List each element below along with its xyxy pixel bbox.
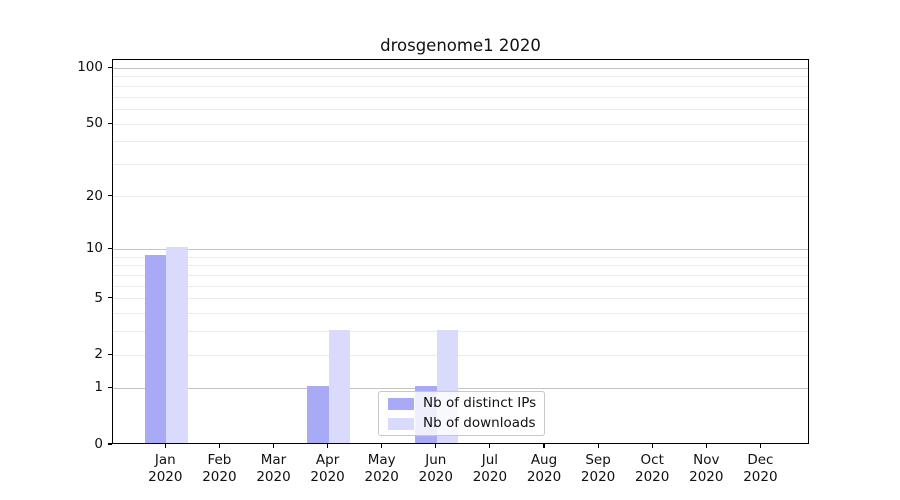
legend-swatch-downloads: [388, 417, 414, 430]
y-tick-label: 50: [85, 115, 103, 132]
x-tick-label: Mar 2020: [256, 452, 291, 485]
y-tick-mark: [108, 122, 112, 124]
y-tick-mark: [108, 443, 112, 445]
x-tick-label: Feb 2020: [202, 452, 237, 485]
x-tick-label: Oct 2020: [635, 452, 670, 485]
legend-entry-downloads: Nb of downloads: [379, 415, 544, 432]
x-tick-label: Sep 2020: [580, 452, 616, 485]
y-tick-mark: [108, 353, 112, 355]
x-tick-mark: [651, 444, 653, 448]
y-tick-label: 10: [85, 240, 103, 257]
gridline-minor: [113, 109, 808, 111]
gridline-minor: [113, 196, 808, 198]
x-tick-label: May 2020: [364, 452, 399, 485]
x-tick-label: Apr 2020: [310, 452, 345, 485]
legend-label-downloads: Nb of downloads: [423, 415, 536, 431]
legend-label-distinct-ips: Nb of distinct IPs: [423, 395, 537, 411]
x-tick-mark: [435, 444, 437, 448]
gridline-minor: [113, 265, 808, 267]
y-tick-mark: [108, 386, 112, 389]
x-tick-mark: [759, 444, 761, 448]
bar-downloads-jan: [166, 247, 188, 443]
bar-ips-apr: [307, 386, 329, 443]
x-tick-label: Dec 2020: [743, 452, 778, 485]
bar-downloads-apr: [328, 329, 351, 443]
y-tick-label: 0: [94, 436, 103, 452]
x-tick-mark: [705, 444, 707, 448]
y-tick-label: 2: [94, 346, 103, 363]
gridline-major: [113, 248, 808, 250]
x-tick-mark: [597, 444, 599, 448]
gridline-minor: [113, 331, 808, 333]
legend-swatch-distinct-ips: [388, 397, 414, 410]
gridline-minor: [113, 298, 808, 300]
gridline-minor: [113, 141, 808, 143]
x-tick-label: Aug 2020: [526, 452, 562, 485]
legend: Nb of distinct IPs Nb of downloads: [378, 391, 545, 436]
x-tick-mark: [327, 444, 329, 448]
gridline-minor: [113, 256, 808, 258]
y-tick-mark: [108, 247, 112, 249]
gridline-major: [113, 387, 808, 389]
gridline-minor: [113, 285, 808, 287]
x-tick-mark: [272, 444, 275, 448]
gridline-major: [113, 67, 808, 69]
gridline-minor: [113, 85, 808, 87]
x-tick-mark: [381, 444, 383, 448]
y-tick-label: 1: [94, 379, 103, 396]
gridline-minor: [113, 96, 808, 98]
y-tick-mark: [108, 297, 112, 299]
gridline-minor: [113, 76, 808, 78]
x-tick-label: Jul 2020: [472, 452, 508, 485]
gridline-minor: [113, 164, 808, 166]
y-tick-label: 20: [85, 187, 103, 204]
y-tick-label: 100: [77, 59, 103, 76]
x-tick-label: Nov 2020: [689, 452, 724, 485]
legend-entry-distinct-ips: Nb of distinct IPs: [379, 395, 544, 412]
y-tick-mark: [108, 194, 112, 197]
x-tick-mark: [218, 444, 220, 448]
y-tick-mark: [108, 66, 112, 69]
gridline-minor: [113, 274, 808, 276]
chart-title: drosgenome1 2020: [380, 36, 541, 55]
x-tick-mark: [543, 444, 545, 448]
y-tick-label: 5: [94, 289, 103, 306]
gridline-minor: [113, 354, 808, 356]
gridline-minor: [113, 123, 808, 125]
x-tick-label: Jun 2020: [418, 452, 453, 485]
x-tick-mark: [489, 444, 491, 448]
gridline-minor: [113, 313, 808, 315]
plot-area: [112, 59, 809, 444]
bar-ips-jan: [144, 255, 167, 443]
x-tick-mark: [164, 444, 166, 448]
x-tick-label: Jan 2020: [148, 452, 183, 485]
